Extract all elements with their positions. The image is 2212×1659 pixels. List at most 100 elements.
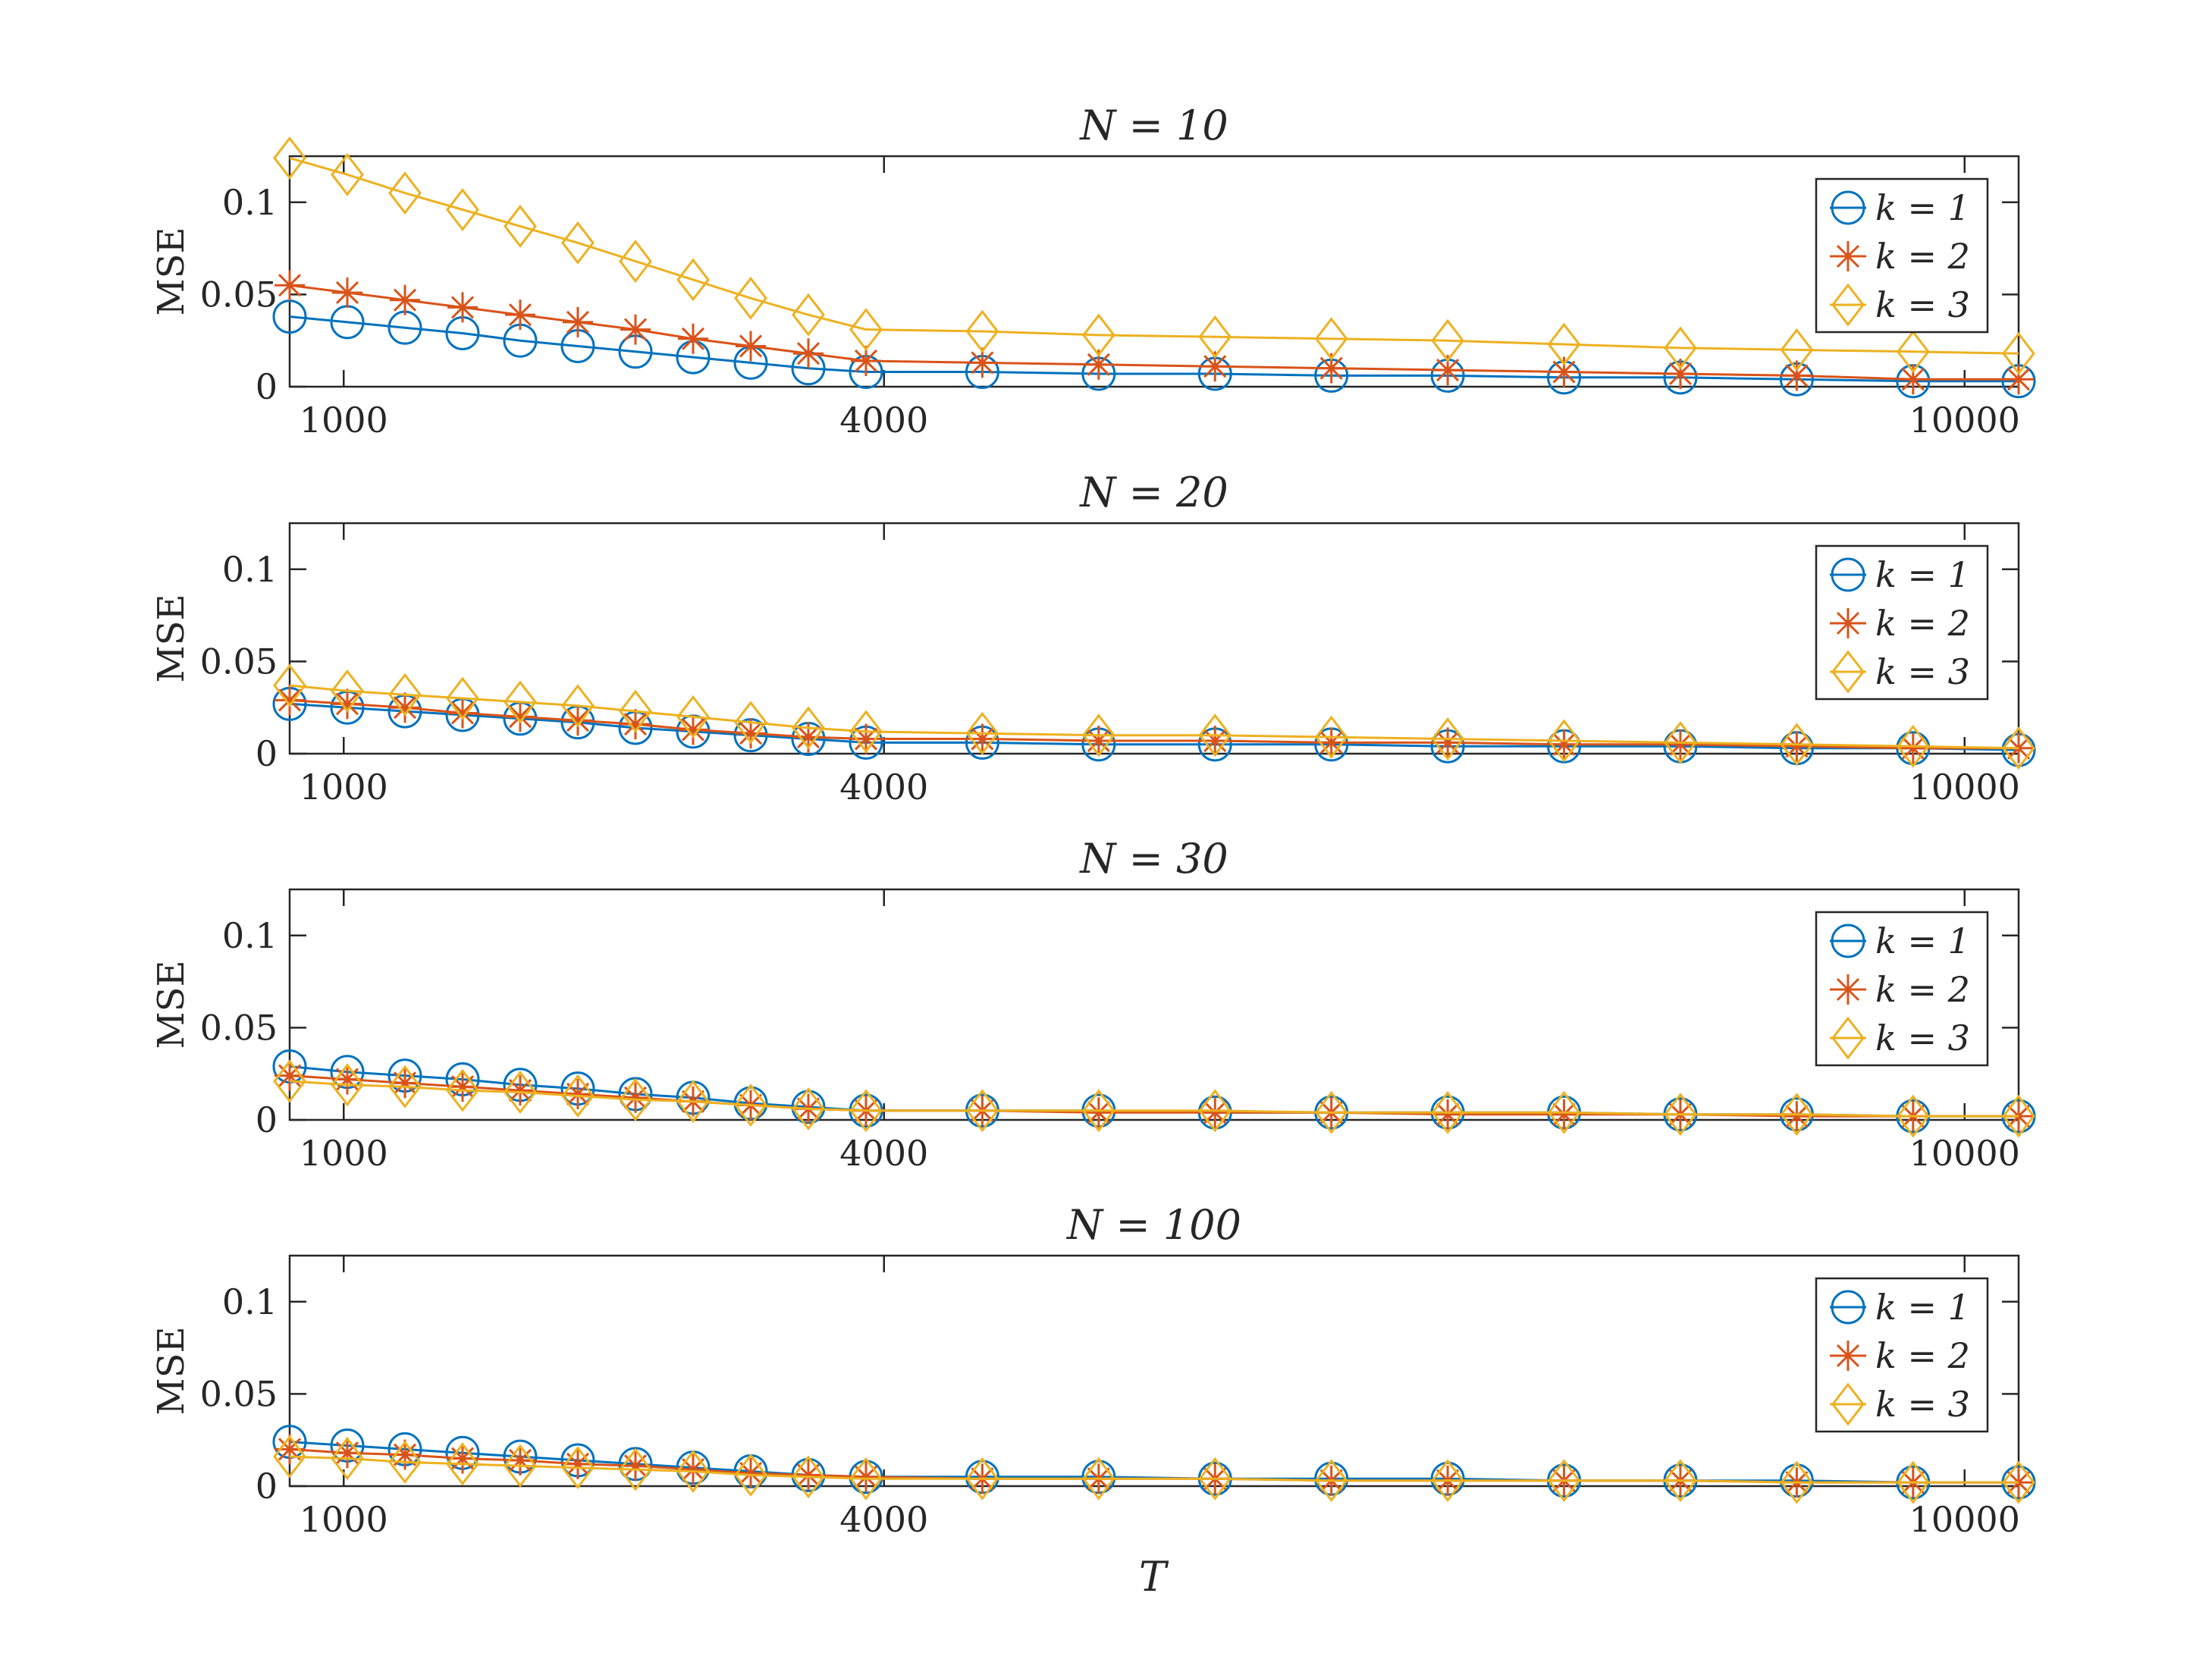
data-point xyxy=(678,1454,708,1485)
data-point xyxy=(1833,241,1863,271)
data-point xyxy=(563,1448,593,1479)
y-axis-label: MSE xyxy=(150,227,193,315)
y-axis-label: MSE xyxy=(150,960,193,1049)
data-point xyxy=(1780,328,1814,372)
data-point xyxy=(1432,355,1464,386)
data-point xyxy=(273,136,306,180)
series-3 xyxy=(273,663,2035,770)
data-point xyxy=(1833,1341,1863,1371)
data-point xyxy=(1896,1460,1930,1504)
data-point xyxy=(1200,725,1231,756)
data-point xyxy=(1547,1459,1581,1503)
data-point xyxy=(2002,1094,2035,1138)
legend-item: k = 1 xyxy=(1830,1287,1970,1328)
legend-label: k = 1 xyxy=(1875,554,1970,595)
data-point xyxy=(1896,330,1930,374)
series-2 xyxy=(275,685,2034,764)
data-point xyxy=(446,188,479,231)
subplot-1: N = 10 MSE 0 0.05 0.1 1000 4000 10000 k = 1 k = 2… xyxy=(150,102,2036,441)
legend-item: k = 3 xyxy=(1830,1382,1970,1426)
data-point xyxy=(1831,1382,1865,1426)
subplot-title: N = 10 xyxy=(1078,102,1228,149)
legend-label: k = 1 xyxy=(1875,1287,1970,1328)
data-point xyxy=(734,276,767,320)
legend-label: k = 3 xyxy=(1875,1018,1970,1058)
legend-item: k = 3 xyxy=(1830,650,1970,694)
data-point xyxy=(619,1077,652,1121)
subplot-2: N = 20 MSE 0 0.05 0.1 1000 4000 10000 k = 1 k = 2… xyxy=(150,469,2036,808)
series-line xyxy=(289,684,2019,750)
data-point xyxy=(331,1063,364,1107)
data-point xyxy=(563,705,593,736)
data-point xyxy=(446,1068,479,1112)
legend: k = 1 k = 2 k = 3 xyxy=(1815,911,1989,1067)
data-point xyxy=(1831,557,1865,592)
plot-area xyxy=(288,888,2020,1121)
x-tick-label: 10000 xyxy=(1909,400,2020,441)
data-point xyxy=(1432,727,1464,758)
legend-label: k = 3 xyxy=(1875,651,1970,692)
data-point xyxy=(275,1434,305,1465)
legend-label: k = 3 xyxy=(1875,1384,1970,1425)
data-point xyxy=(1664,720,1697,764)
data-point xyxy=(1316,353,1347,384)
y-tick-label: 0.05 xyxy=(200,641,278,682)
data-point xyxy=(504,1071,537,1114)
series-line xyxy=(289,156,2019,355)
data-point xyxy=(1200,351,1231,382)
data-point xyxy=(620,314,651,345)
data-point xyxy=(619,1447,652,1491)
legend-item: k = 2 xyxy=(1830,236,1970,277)
data-point xyxy=(561,221,595,265)
data-point xyxy=(332,1438,362,1469)
legend-label: k = 2 xyxy=(1875,1335,1970,1376)
data-point xyxy=(1897,732,1928,764)
legend: k = 1 k = 2 k = 3 xyxy=(1815,1277,1989,1433)
data-point xyxy=(1547,719,1581,763)
legend-item: k = 1 xyxy=(1830,554,1970,595)
data-point xyxy=(793,1460,824,1491)
y-tick-label: 0.05 xyxy=(200,1373,278,1414)
data-point xyxy=(1198,713,1232,757)
data-point xyxy=(1198,315,1232,359)
data-point xyxy=(1548,1099,1580,1130)
data-point xyxy=(1833,608,1863,638)
data-point xyxy=(275,1060,305,1091)
data-point xyxy=(619,689,652,733)
data-point xyxy=(1664,326,1697,370)
legend-label: k = 2 xyxy=(1875,236,1970,277)
data-point xyxy=(273,1435,306,1479)
data-point xyxy=(2002,726,2035,770)
data-point xyxy=(446,1442,479,1486)
data-point xyxy=(1431,318,1465,362)
data-point xyxy=(273,1059,306,1103)
data-point xyxy=(1831,650,1865,694)
data-point xyxy=(1083,349,1114,380)
data-point xyxy=(965,1089,999,1133)
data-point xyxy=(563,1078,593,1109)
series-3 xyxy=(273,136,2035,375)
data-point xyxy=(561,1074,595,1118)
data-point xyxy=(1314,1459,1348,1503)
data-point xyxy=(447,1071,478,1102)
data-point xyxy=(792,1455,825,1499)
data-point xyxy=(734,1453,767,1497)
series-3 xyxy=(273,1435,2035,1504)
data-point xyxy=(390,1068,420,1099)
data-point xyxy=(1547,322,1581,366)
data-point xyxy=(1896,1094,1930,1138)
data-point xyxy=(1083,1097,1114,1128)
data-point xyxy=(736,718,766,749)
data-point xyxy=(965,711,999,755)
data-point xyxy=(1081,1089,1115,1133)
data-point xyxy=(331,669,364,713)
data-point xyxy=(1780,1460,1814,1504)
x-tick-label: 10000 xyxy=(1909,1499,2020,1540)
data-point xyxy=(849,1089,883,1133)
data-point xyxy=(676,1450,710,1494)
data-point xyxy=(1432,1099,1464,1130)
data-point xyxy=(1664,358,1696,389)
legend-item: k = 2 xyxy=(1830,1335,1970,1376)
data-point xyxy=(1780,723,1814,767)
